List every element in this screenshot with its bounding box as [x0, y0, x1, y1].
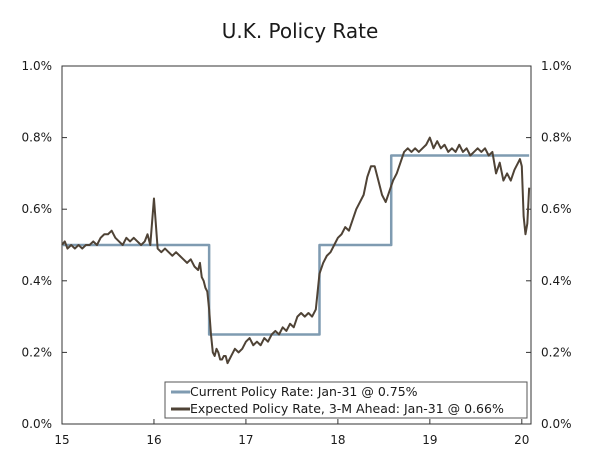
y-tick-label-left: 1.0% — [22, 59, 53, 73]
series-line-expected-policy-rate — [61, 136, 531, 365]
y-tick-label-left: 0.4% — [22, 274, 53, 288]
y-tick-label-left: 0.0% — [22, 417, 53, 431]
y-tick-label-right: 0.2% — [541, 345, 572, 359]
x-tick-label: 20 — [514, 433, 529, 447]
y-tick-label-right: 0.6% — [541, 202, 572, 216]
legend-label-expected: Expected Policy Rate, 3-M Ahead: Jan-31 … — [190, 401, 504, 416]
legend-box — [164, 381, 528, 419]
series-line-current-policy-rate — [62, 154, 530, 336]
x-tick-label: 18 — [330, 433, 345, 447]
series-layer — [61, 136, 531, 365]
x-tick-label: 16 — [146, 433, 161, 447]
y-tick-label-left: 0.2% — [22, 345, 53, 359]
x-tick-label: 15 — [54, 433, 69, 447]
legend-label-current: Current Policy Rate: Jan-31 @ 0.75% — [190, 384, 418, 399]
y-tick-label-right: 0.8% — [541, 131, 572, 145]
x-tick-label: 19 — [422, 433, 437, 447]
y-tick-label-right: 0.4% — [541, 274, 572, 288]
y-axis-left: 0.0% 0.2% 0.4% 0.6% 0.8% 1.0% — [22, 59, 67, 431]
legend: Current Policy Rate: Jan-31 @ 0.75% Expe… — [164, 381, 528, 419]
y-tick-label-left: 0.8% — [22, 131, 53, 145]
y-axis-right: 0.0% 0.2% 0.4% 0.6% 0.8% 1.0% — [526, 59, 572, 431]
chart-title: U.K. Policy Rate — [222, 19, 379, 43]
y-tick-label-right: 0.0% — [541, 417, 572, 431]
x-tick-label: 17 — [238, 433, 253, 447]
x-axis: 15 16 17 18 19 20 — [54, 419, 529, 447]
y-tick-label-left: 0.6% — [22, 202, 53, 216]
y-tick-label-right: 1.0% — [541, 59, 572, 73]
